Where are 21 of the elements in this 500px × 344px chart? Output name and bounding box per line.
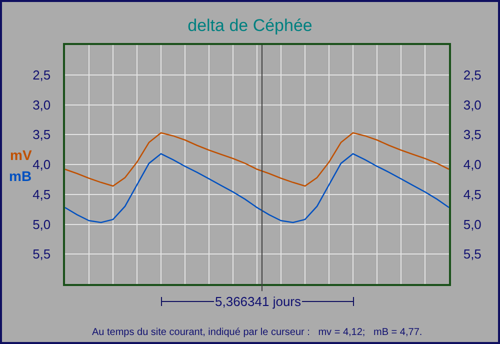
y-tick-label: 5,5 (32, 246, 51, 262)
line-series (65, 132, 449, 187)
y-tick-label: 3,0 (32, 97, 51, 112)
text: 5,366341 jours (214, 294, 302, 310)
y-tick-label: 2,5 (32, 67, 51, 82)
y-tick-label: 4,0 (32, 157, 51, 172)
line-series (65, 153, 449, 224)
y2-tick-label: 2,5 (463, 67, 482, 82)
text: mB (9, 168, 32, 184)
y2-tick-label: 3,5 (463, 127, 482, 142)
text: mV (10, 147, 32, 163)
y-tick-label: 5,0 (32, 216, 51, 232)
y2-tick-label: 5,0 (463, 216, 482, 232)
y2-tick-label: 3,0 (463, 97, 482, 112)
y-tick-label: 4,5 (32, 186, 51, 202)
y2-tick-label: 4,5 (463, 186, 482, 202)
y2-tick-label: 5,5 (463, 246, 482, 262)
y2-tick-label: 4,0 (463, 157, 482, 172)
text: Au temps du site courant, indiqué par le curseur : mv = 4,12; mB = 4,77. (92, 327, 422, 338)
chart-title: delta de Céphée (188, 16, 312, 35)
y-tick-label: 3,5 (32, 127, 51, 142)
